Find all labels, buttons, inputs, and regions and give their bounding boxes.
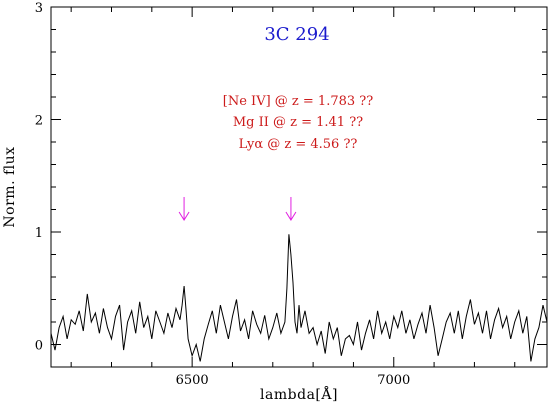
- down-arrow-icon: [285, 197, 297, 221]
- y-tick-label: 1: [35, 226, 43, 241]
- x-axis-ticks: 6500 7000: [70, 7, 516, 388]
- annotation-lya: Lyα @ z = 4.56 ??: [239, 137, 358, 152]
- down-arrow-icon: [178, 197, 190, 221]
- y-tick-label: 2: [35, 114, 43, 129]
- line-marker-arrows: [178, 197, 297, 221]
- x-tick-label: 7000: [377, 373, 410, 388]
- spectrum-series-line: [50, 234, 548, 362]
- y-axis-label: Norm. flux: [2, 146, 18, 227]
- annotation-mg-ii: Mg II @ z = 1.41 ??: [233, 115, 363, 130]
- x-tick-label: 6500: [176, 373, 209, 388]
- x-axis-label: lambda[Å]: [260, 385, 338, 403]
- y-axis-ticks: 0 1 2 3: [35, 1, 547, 368]
- annotation-ne-iv: [Ne IV] @ z = 1.783 ??: [223, 94, 373, 109]
- y-tick-label: 0: [35, 339, 43, 354]
- y-tick-label: 3: [35, 1, 43, 16]
- chart-title: 3C 294: [264, 24, 329, 45]
